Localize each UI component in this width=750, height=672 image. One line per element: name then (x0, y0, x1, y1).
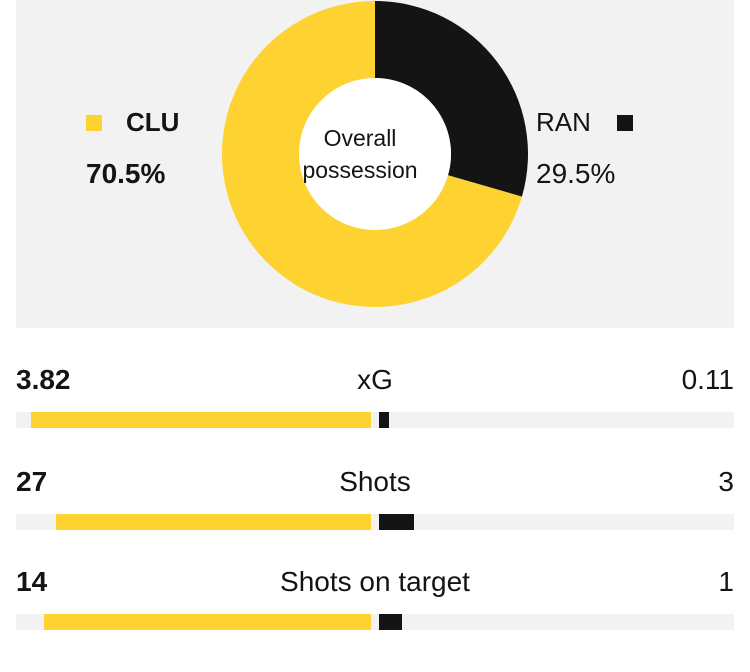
stat-label: xG (357, 364, 393, 395)
away-color-swatch (616, 114, 633, 131)
stat-bar-home (44, 614, 371, 630)
stat-bar-track (16, 614, 734, 630)
stat-home-value: 27 (16, 466, 48, 497)
stat-bar-away (379, 614, 403, 630)
stat-home-value: 3.82 (16, 364, 71, 395)
stat-label: Shots on target (280, 566, 470, 597)
donut-center-label: Overall possession (302, 125, 418, 183)
stat-label: Shots (339, 466, 411, 497)
stat-bar-home (56, 514, 371, 530)
home-team-name: CLU (126, 107, 180, 137)
stat-row: 3.82 xG 0.11 (16, 364, 734, 434)
stat-bar-home (30, 412, 371, 428)
stat-away-value: 0.11 (681, 364, 734, 395)
away-possession-value: 29.5% (536, 158, 616, 189)
home-possession-value: 70.5% (86, 158, 166, 189)
home-team-legend: CLU 70.5% (86, 107, 179, 190)
stat-home-value: 14 (16, 566, 48, 597)
away-team-name: RAN (536, 107, 591, 137)
home-color-swatch (86, 114, 102, 131)
donut-hole (299, 78, 451, 230)
possession-slice-ran (375, 1, 528, 197)
away-team-legend: RAN 29.5% (536, 107, 633, 190)
stat-row: 27 Shots 3 (16, 466, 734, 536)
stat-bar-away (379, 412, 389, 428)
stat-bar-track (16, 412, 734, 428)
possession-donut-chart (221, 1, 528, 307)
stat-bar-away (379, 514, 414, 530)
stat-row: 14 Shots on target 1 (16, 566, 734, 636)
stat-away-value: 3 (718, 466, 734, 497)
possession-slice-clu (221, 1, 522, 307)
stat-away-value: 1 (718, 566, 734, 597)
stat-bar-track (16, 514, 734, 530)
